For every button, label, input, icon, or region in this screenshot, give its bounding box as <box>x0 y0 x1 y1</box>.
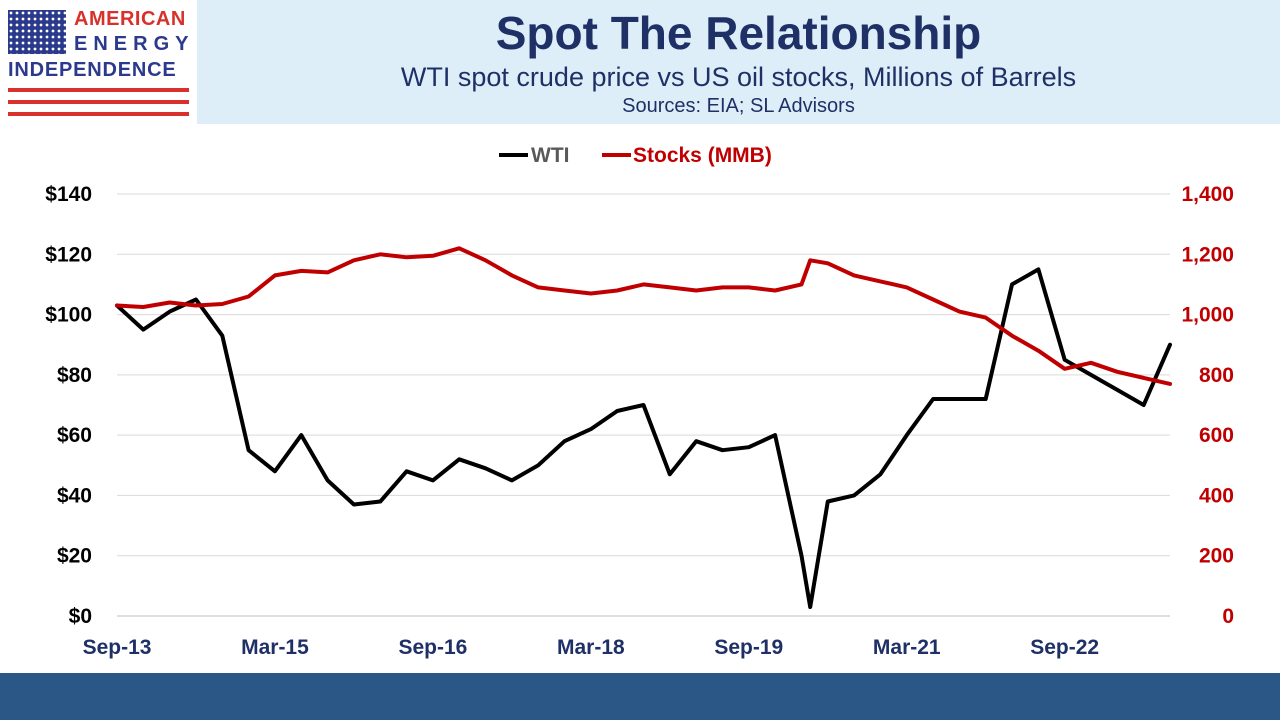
x-axis-tick-label: Sep-22 <box>1030 636 1099 659</box>
x-axis-tick-label: Mar-15 <box>241 636 309 659</box>
page-subtitle: WTI spot crude price vs US oil stocks, M… <box>400 62 1077 92</box>
source-note: Sources: EIA; SL Advisors <box>622 95 855 117</box>
stocks-series-line <box>115 246 1172 386</box>
header-band <box>197 0 1280 124</box>
footer-bar <box>0 673 1280 720</box>
logo-stripe <box>8 112 189 116</box>
left-axis-tick-label: $20 <box>57 545 92 568</box>
left-axis-tick-label: $140 <box>45 183 92 206</box>
right-axis-tick-label: 0 <box>1222 605 1234 628</box>
right-axis-tick-label: 1,400 <box>1181 183 1234 206</box>
right-axis-tick-label: 400 <box>1199 484 1234 507</box>
right-axis-tick-label: 1,200 <box>1181 243 1234 266</box>
dual-axis-line-chart: $0 0 $20 200 $40 400 $60 600 $80 800 $100 1,000 $120… <box>45 144 1234 659</box>
legend-label-wti: WTI <box>531 144 569 167</box>
page-title: Spot The Relationship <box>495 7 982 59</box>
x-axis-tick-label: Mar-18 <box>557 636 625 659</box>
left-axis-tick-label: $100 <box>45 304 92 327</box>
x-axis-tick-label: Sep-16 <box>398 636 467 659</box>
logo-stripe <box>8 100 189 104</box>
right-axis-tick-label: 800 <box>1199 364 1234 387</box>
right-axis-tick-label: 200 <box>1199 545 1234 568</box>
logo: AMERICAN ENERGY INDEPENDENCE <box>0 0 197 124</box>
left-axis-tick-label: $40 <box>57 484 92 507</box>
left-axis-tick-label: $80 <box>57 364 92 387</box>
logo-line-2: ENERGY <box>74 33 195 55</box>
x-axis-tick-label: Sep-13 <box>83 636 152 659</box>
flag-icon <box>8 10 66 54</box>
logo-line-3: INDEPENDENCE <box>8 59 177 81</box>
logo-stripe <box>8 88 189 92</box>
left-axis-tick-label: $0 <box>69 605 92 628</box>
left-axis-tick-label: $120 <box>45 243 92 266</box>
wti-series-line <box>115 267 1172 609</box>
right-axis-tick-label: 1,000 <box>1181 304 1234 327</box>
x-axis-tick-label: Sep-19 <box>714 636 783 659</box>
legend-label-stocks: Stocks (MMB) <box>633 144 772 167</box>
x-axis-tick-label: Mar-21 <box>873 636 941 659</box>
logo-line-1: AMERICAN <box>74 8 186 30</box>
right-axis-tick-label: 600 <box>1199 424 1234 447</box>
left-axis-tick-label: $60 <box>57 424 92 447</box>
